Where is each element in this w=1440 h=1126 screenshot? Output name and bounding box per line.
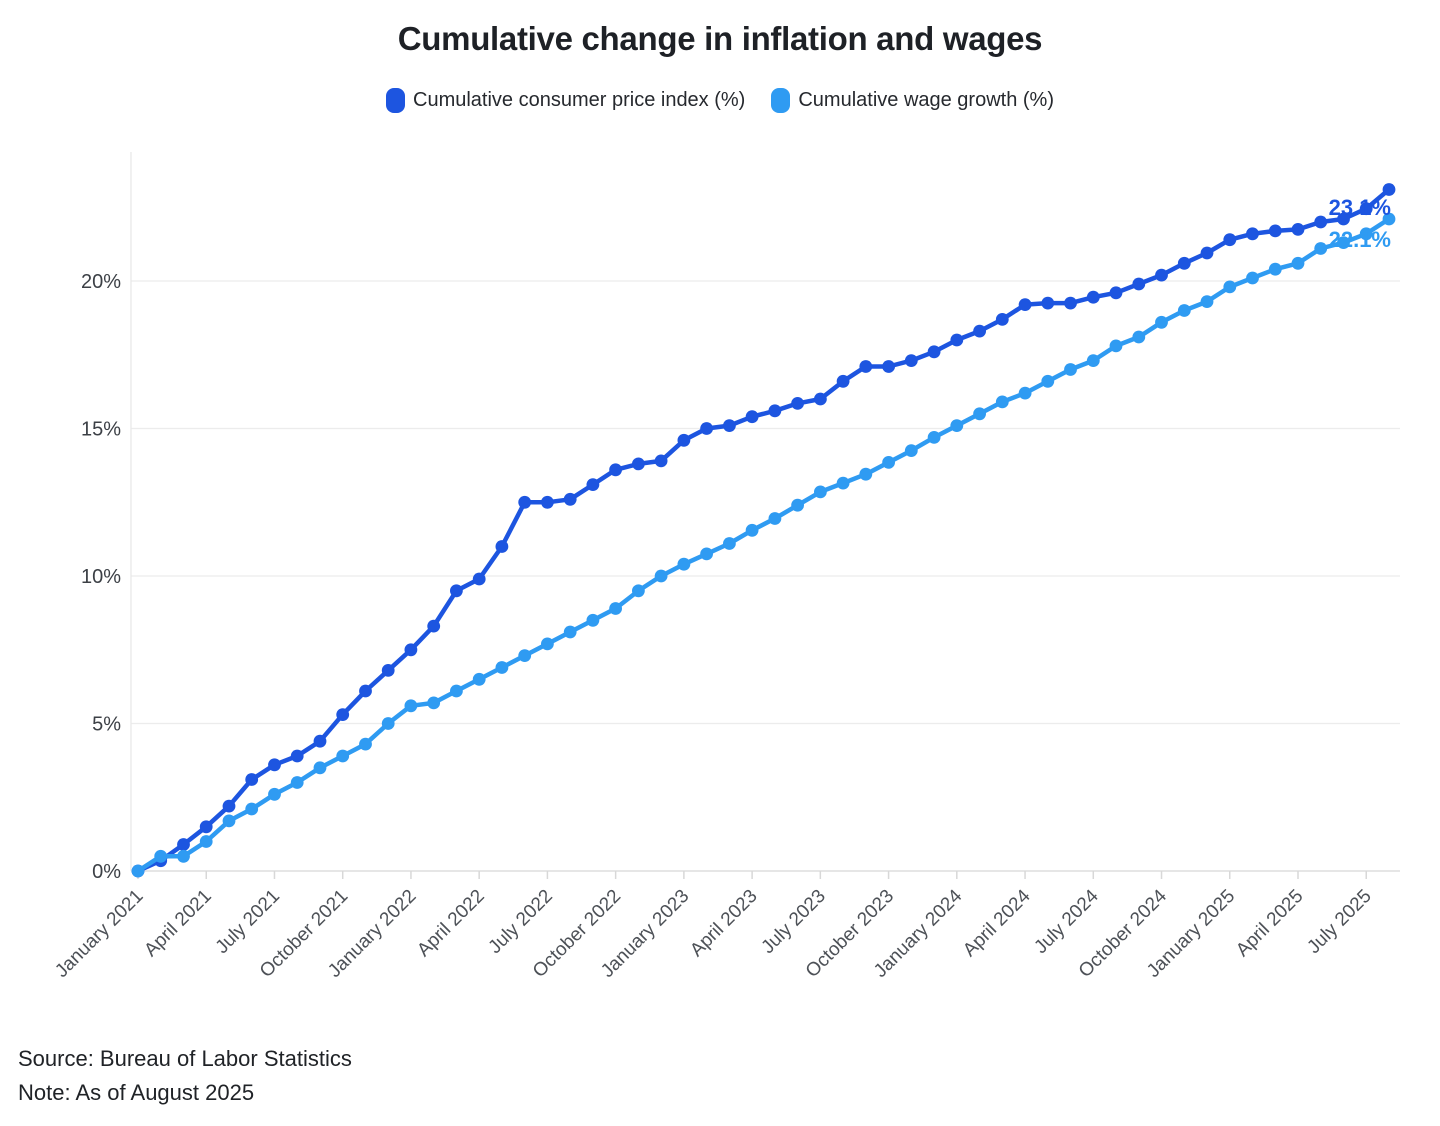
y-axis-labels: 0% 5% 10% 15% 20%: [81, 271, 121, 883]
asof-note: Note: As of August 2025: [18, 1080, 255, 1105]
wage-series-swatch-icon: [771, 88, 791, 113]
svg-text:20%: 20%: [81, 271, 121, 293]
svg-text:July 2024: July 2024: [1030, 885, 1103, 958]
svg-text:April 2021: April 2021: [140, 886, 215, 961]
source-note: Source: Bureau of Labor Statistics: [18, 1046, 352, 1071]
gridlines: [131, 280, 1400, 872]
svg-text:April 2023: April 2023: [686, 886, 761, 961]
svg-text:0%: 0%: [92, 861, 121, 883]
end-label-cpi: 23.1%: [1329, 195, 1391, 220]
legend-item-wage: Cumulative wage growth (%): [771, 88, 1054, 113]
legend-item-cpi: Cumulative consumer price index (%): [386, 88, 745, 113]
svg-text:10%: 10%: [81, 566, 121, 588]
svg-text:July 2021: July 2021: [212, 886, 284, 958]
svg-text:July 2025: July 2025: [1303, 886, 1375, 958]
series-cpi-points: [131, 183, 1396, 878]
svg-text:July 2023: July 2023: [758, 886, 830, 958]
svg-text:April 2025: April 2025: [1232, 886, 1307, 961]
svg-text:15%: 15%: [81, 419, 121, 441]
end-label-wage: 22.1%: [1329, 227, 1391, 252]
svg-text:January 2021: January 2021: [51, 886, 147, 982]
series-wage-points: [131, 212, 1396, 878]
x-axis-ticks: [137, 871, 1367, 879]
series-wage-line: [135, 216, 1392, 874]
cpi-series-swatch-icon: [386, 88, 405, 113]
legend-label-cpi: Cumulative consumer price index (%): [413, 89, 746, 111]
svg-text:5%: 5%: [92, 714, 121, 736]
chart-footer: Source: Bureau of Labor Statistics Note:…: [18, 1042, 352, 1110]
legend-label-wage: Cumulative wage growth (%): [798, 89, 1054, 111]
end-value-labels: 23.1% 22.1%: [1329, 195, 1391, 252]
svg-text:April 2022: April 2022: [413, 886, 488, 961]
chart-title: Cumulative change in inflation and wages: [397, 20, 1043, 57]
svg-text:April 2024: April 2024: [959, 885, 1035, 961]
chart-legend: Cumulative consumer price index (%) Cumu…: [0, 88, 1440, 113]
svg-text:July 2022: July 2022: [485, 886, 557, 958]
